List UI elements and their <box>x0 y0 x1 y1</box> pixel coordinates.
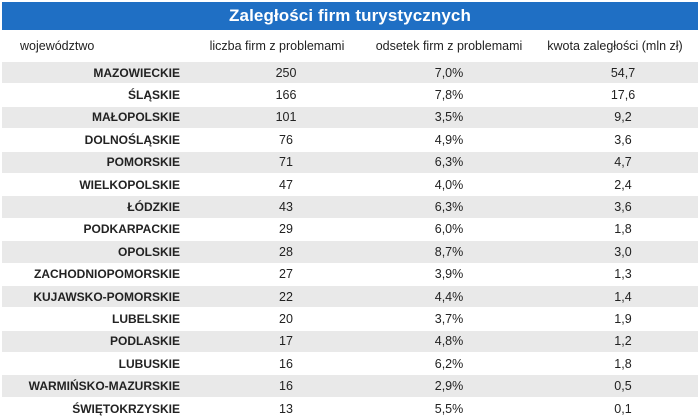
table-row: ŚWIĘTOKRZYSKIE 13 5,5% 0,1 <box>2 397 698 420</box>
count-cell: 20 <box>188 307 366 331</box>
table-header: województwo liczba firm z problemami ods… <box>2 30 698 62</box>
percent-cell: 6,2% <box>366 352 532 376</box>
count-cell: 76 <box>188 128 366 152</box>
count-cell: 47 <box>188 173 366 197</box>
amount-cell: 9,2 <box>532 106 698 130</box>
table-row: LUBUSKIE 16 6,2% 1,8 <box>2 352 698 376</box>
count-cell: 17 <box>188 330 366 354</box>
amount-cell: 1,3 <box>532 263 698 286</box>
table-row: PODKARPACKIE 29 6,0% 1,8 <box>2 218 698 242</box>
amount-cell: 0,1 <box>532 397 698 420</box>
table-row: MAZOWIECKIE 250 7,0% 54,7 <box>2 62 698 85</box>
table-row: KUJAWSKO-POMORSKIE 22 4,4% 1,4 <box>2 285 698 309</box>
region-cell: MAŁOPOLSKIE <box>2 106 188 130</box>
percent-cell: 6,0% <box>366 218 532 242</box>
region-cell: LUBUSKIE <box>2 352 188 376</box>
count-cell: 71 <box>188 151 366 174</box>
count-cell: 28 <box>188 240 366 264</box>
count-cell: 166 <box>188 83 366 107</box>
table-row: PODLASKIE 17 4,8% 1,2 <box>2 330 698 354</box>
percent-cell: 6,3% <box>366 151 532 174</box>
percent-cell: 7,0% <box>366 62 532 85</box>
amount-cell: 1,4 <box>532 285 698 309</box>
region-cell: ŚWIĘTOKRZYSKIE <box>2 397 188 420</box>
amount-cell: 1,9 <box>532 307 698 331</box>
count-cell: 16 <box>188 374 366 398</box>
region-cell: OPOLSKIE <box>2 240 188 264</box>
count-cell: 13 <box>188 397 366 420</box>
amount-cell: 1,2 <box>532 330 698 354</box>
table-row: POMORSKIE 71 6,3% 4,7 <box>2 151 698 174</box>
table-title: Zaległości firm turystycznych <box>2 2 698 30</box>
header-count: liczba firm z problemami <box>209 39 345 53</box>
table-row: WIELKOPOLSKIE 47 4,0% 2,4 <box>2 173 698 197</box>
region-cell: ZACHODNIOPOMORSKIE <box>2 263 188 286</box>
header-amount: kwota zaległości (mln zł) <box>547 39 683 53</box>
count-cell: 16 <box>188 352 366 376</box>
amount-cell: 3,6 <box>532 128 698 152</box>
region-cell: MAZOWIECKIE <box>2 62 188 85</box>
table-row: MAŁOPOLSKIE 101 3,5% 9,2 <box>2 106 698 130</box>
region-cell: KUJAWSKO-POMORSKIE <box>2 285 188 309</box>
percent-cell: 3,7% <box>366 307 532 331</box>
count-cell: 29 <box>188 218 366 242</box>
percent-cell: 2,9% <box>366 374 532 398</box>
percent-cell: 4,8% <box>366 330 532 354</box>
percent-cell: 3,9% <box>366 263 532 286</box>
region-cell: LUBELSKIE <box>2 307 188 331</box>
percent-cell: 4,4% <box>366 285 532 309</box>
percent-cell: 7,8% <box>366 83 532 107</box>
region-cell: PODKARPACKIE <box>2 218 188 242</box>
percent-cell: 3,5% <box>366 106 532 130</box>
table-row: ŚLĄSKIE 166 7,8% 17,6 <box>2 83 698 107</box>
amount-cell: 2,4 <box>532 173 698 197</box>
count-cell: 22 <box>188 285 366 309</box>
header-region: województwo <box>20 39 95 53</box>
region-cell: WIELKOPOLSKIE <box>2 173 188 197</box>
header-row: województwo liczba firm z problemami ods… <box>2 30 698 62</box>
percent-cell: 5,5% <box>366 397 532 420</box>
header-percent: odsetek firm z problemami <box>375 39 523 53</box>
amount-cell: 1,8 <box>532 352 698 376</box>
data-table: województwo liczba firm z problemami ods… <box>2 30 698 420</box>
amount-cell: 0,5 <box>532 374 698 398</box>
table-row: ZACHODNIOPOMORSKIE 27 3,9% 1,3 <box>2 263 698 286</box>
table-row: DOLNOŚLĄSKIE 76 4,9% 3,6 <box>2 128 698 152</box>
percent-cell: 4,0% <box>366 173 532 197</box>
region-cell: DOLNOŚLĄSKIE <box>2 128 188 152</box>
amount-cell: 4,7 <box>532 151 698 174</box>
table-body: MAZOWIECKIE 250 7,0% 54,7 ŚLĄSKIE 166 7,… <box>2 62 698 420</box>
region-cell: ŁÓDZKIE <box>2 195 188 219</box>
amount-cell: 3,6 <box>532 195 698 219</box>
region-cell: WARMIŃSKO-MAZURSKIE <box>2 374 188 398</box>
count-cell: 101 <box>188 106 366 130</box>
table-row: ŁÓDZKIE 43 6,3% 3,6 <box>2 195 698 219</box>
table-row: OPOLSKIE 28 8,7% 3,0 <box>2 240 698 264</box>
percent-cell: 6,3% <box>366 195 532 219</box>
amount-cell: 3,0 <box>532 240 698 264</box>
percent-cell: 4,9% <box>366 128 532 152</box>
count-cell: 43 <box>188 195 366 219</box>
table-row: LUBELSKIE 20 3,7% 1,9 <box>2 307 698 331</box>
region-cell: POMORSKIE <box>2 151 188 174</box>
amount-cell: 17,6 <box>532 83 698 107</box>
amount-cell: 54,7 <box>532 62 698 85</box>
count-cell: 27 <box>188 263 366 286</box>
region-cell: PODLASKIE <box>2 330 188 354</box>
table-row: WARMIŃSKO-MAZURSKIE 16 2,9% 0,5 <box>2 374 698 398</box>
region-cell: ŚLĄSKIE <box>2 83 188 107</box>
amount-cell: 1,8 <box>532 218 698 242</box>
count-cell: 250 <box>188 62 366 85</box>
percent-cell: 8,7% <box>366 240 532 264</box>
